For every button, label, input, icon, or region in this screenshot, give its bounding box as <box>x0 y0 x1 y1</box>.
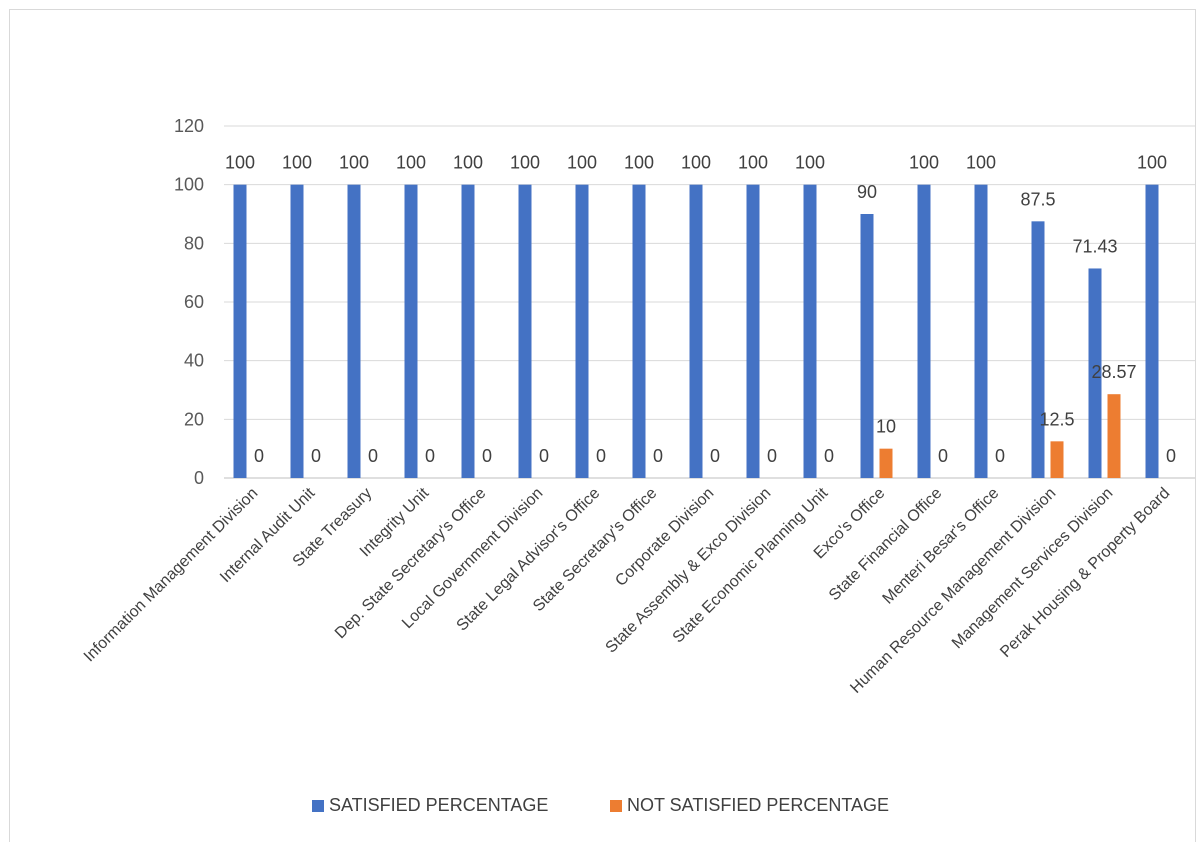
category-label: Human Resource Management Division <box>847 485 1059 697</box>
data-label-not-satisfied: 10 <box>876 417 896 437</box>
data-label-satisfied: 100 <box>510 153 540 173</box>
bar-satisfied <box>917 184 931 478</box>
data-label-not-satisfied: 0 <box>710 446 720 466</box>
data-label-satisfied: 87.5 <box>1020 189 1055 209</box>
legend: SATISFIED PERCENTAGE NOT SATISFIED PERCEN… <box>312 795 889 815</box>
y-tick-label: 0 <box>194 468 204 488</box>
data-label-not-satisfied: 0 <box>653 446 663 466</box>
category-label: Menteri Besar's Office <box>880 485 1003 608</box>
bar-satisfied <box>803 184 817 478</box>
bar-not-satisfied <box>1107 394 1121 478</box>
data-label-satisfied: 100 <box>624 153 654 173</box>
data-label-not-satisfied: 0 <box>368 446 378 466</box>
data-label-not-satisfied: 0 <box>254 446 264 466</box>
bar-satisfied <box>404 184 418 478</box>
data-label-not-satisfied: 0 <box>539 446 549 466</box>
data-label-satisfied: 100 <box>966 153 996 173</box>
data-label-not-satisfied: 0 <box>311 446 321 466</box>
bar-satisfied <box>575 184 589 478</box>
bar-satisfied <box>347 184 361 478</box>
data-label-satisfied: 71.43 <box>1072 236 1117 256</box>
y-tick-label: 40 <box>184 351 204 371</box>
legend-label: SATISFIED PERCENTAGE <box>329 795 548 815</box>
bar-not-satisfied <box>879 448 893 478</box>
bar-satisfied <box>632 184 646 478</box>
data-label-satisfied: 100 <box>681 153 711 173</box>
y-tick-label: 20 <box>184 409 204 429</box>
data-label-satisfied: 100 <box>795 153 825 173</box>
data-label-not-satisfied: 0 <box>938 446 948 466</box>
bar-not-satisfied <box>1050 441 1064 478</box>
data-label-satisfied: 100 <box>453 153 483 173</box>
y-tick-label: 80 <box>184 233 204 253</box>
bar-satisfied <box>746 184 760 478</box>
data-label-satisfied: 100 <box>1137 153 1167 173</box>
y-tick-label: 100 <box>174 175 204 195</box>
data-label-not-satisfied: 0 <box>995 446 1005 466</box>
bar-satisfied <box>1145 184 1159 478</box>
data-label-not-satisfied: 0 <box>596 446 606 466</box>
bar-satisfied <box>689 184 703 478</box>
data-label-satisfied: 100 <box>282 153 312 173</box>
data-label-satisfied: 100 <box>396 153 426 173</box>
y-axis-ticks: 0 20 40 60 80 100 120 <box>174 116 204 488</box>
bar-satisfied <box>290 184 304 478</box>
category-labels: Information Management DivisionInternal … <box>81 484 1174 696</box>
data-label-not-satisfied: 12.5 <box>1039 409 1074 429</box>
category-label: Corporate Division <box>612 485 717 590</box>
legend-swatch <box>610 800 622 812</box>
legend-label: NOT SATISFIED PERCENTAGE <box>627 795 889 815</box>
bar-satisfied <box>974 184 988 478</box>
chart-frame <box>9 9 1196 842</box>
bar-satisfied <box>1031 221 1045 479</box>
data-label-not-satisfied: 0 <box>767 446 777 466</box>
data-label-not-satisfied: 0 <box>1166 446 1176 466</box>
data-label-satisfied: 100 <box>225 153 255 173</box>
bar-satisfied <box>518 184 532 478</box>
data-label-satisfied: 100 <box>567 153 597 173</box>
category-label: State Financial Office <box>826 485 945 604</box>
bar-satisfied <box>461 184 475 478</box>
bar-satisfied <box>233 184 247 478</box>
data-label-satisfied: 90 <box>857 182 877 202</box>
data-label-not-satisfied: 0 <box>482 446 492 466</box>
bar-satisfied <box>1088 268 1102 478</box>
data-label-not-satisfied: 0 <box>824 446 834 466</box>
data-label-not-satisfied: 28.57 <box>1091 362 1136 382</box>
gridlines <box>224 125 1195 479</box>
category-label: Internal Audit Unit <box>217 484 319 586</box>
bar-satisfied <box>860 214 874 478</box>
data-label-not-satisfied: 0 <box>425 446 435 466</box>
data-label-satisfied: 100 <box>339 153 369 173</box>
y-tick-label: 60 <box>184 292 204 312</box>
y-tick-label: 120 <box>174 116 204 136</box>
data-label-satisfied: 100 <box>738 153 768 173</box>
data-labels: 1000100010001000100010001000100010001000… <box>225 153 1176 466</box>
data-label-satisfied: 100 <box>909 153 939 173</box>
bars <box>233 184 1159 479</box>
legend-swatch <box>312 800 324 812</box>
